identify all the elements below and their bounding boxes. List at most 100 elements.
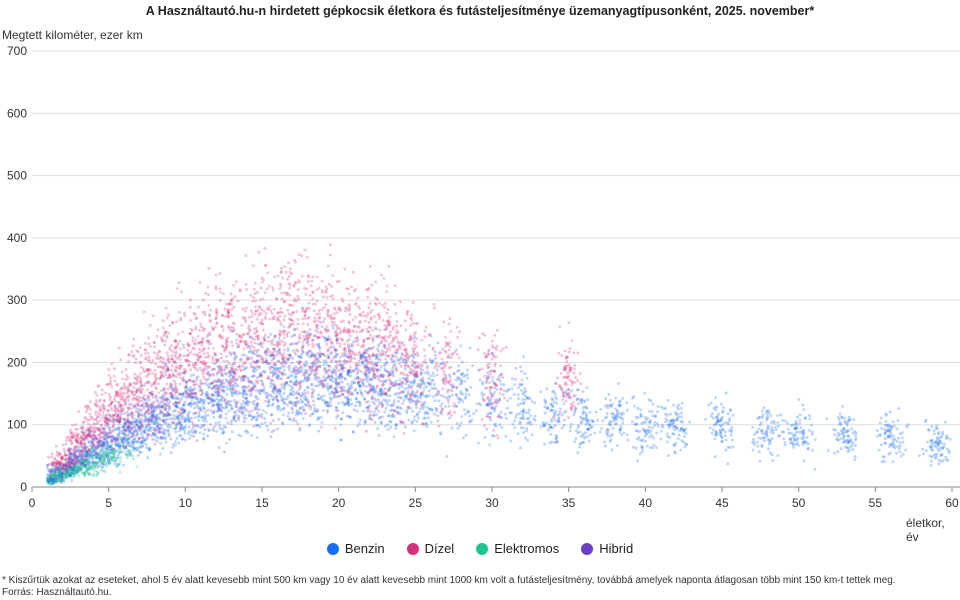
data-point-benzin <box>290 401 294 405</box>
data-point-dízel <box>202 347 206 351</box>
data-point-benzin <box>347 387 351 391</box>
data-point-benzin <box>332 393 336 397</box>
data-point-dízel <box>160 339 164 343</box>
data-point-benzin <box>610 448 614 452</box>
data-point-benzin <box>513 426 517 430</box>
data-point-benzin <box>215 380 219 384</box>
data-point-benzin <box>392 435 396 439</box>
data-point-benzin <box>341 365 345 369</box>
data-point-benzin <box>416 354 420 358</box>
data-point-benzin <box>407 397 411 401</box>
data-point-benzin <box>176 396 180 400</box>
data-point-benzin <box>298 380 302 384</box>
data-point-benzin <box>458 398 462 402</box>
data-point-dízel <box>121 377 125 381</box>
data-point-benzin <box>424 410 428 414</box>
data-point-dízel <box>142 401 146 405</box>
data-point-elektromos <box>131 449 135 453</box>
data-point-dízel <box>175 320 179 324</box>
data-point-benzin <box>288 417 292 421</box>
data-point-benzin <box>91 454 95 458</box>
data-point-benzin <box>192 388 196 392</box>
data-point-hibrid <box>176 397 180 401</box>
data-point-benzin <box>321 383 325 387</box>
data-point-dízel <box>94 399 98 403</box>
data-point-benzin <box>68 468 72 472</box>
data-point-benzin <box>414 394 418 398</box>
data-point-dízel <box>296 288 300 292</box>
data-point-hibrid <box>285 403 289 407</box>
data-point-benzin <box>400 396 404 400</box>
data-point-dízel <box>147 381 151 385</box>
data-point-benzin <box>643 420 647 424</box>
data-point-dízel <box>226 302 230 306</box>
y-tick-label: 700 <box>7 44 27 58</box>
data-point-benzin <box>89 449 93 453</box>
data-point-benzin <box>707 403 711 407</box>
data-point-benzin <box>69 462 73 466</box>
data-point-benzin <box>316 343 320 347</box>
data-point-benzin <box>156 424 160 428</box>
data-point-hibrid <box>350 382 354 386</box>
data-point-benzin <box>304 371 308 375</box>
data-point-benzin <box>659 437 663 441</box>
data-point-benzin <box>508 411 512 415</box>
data-point-dízel <box>288 286 292 290</box>
data-point-benzin <box>259 388 263 392</box>
data-point-benzin <box>232 415 236 419</box>
data-point-benzin <box>168 416 172 420</box>
data-point-benzin <box>762 406 766 410</box>
data-point-dízel <box>88 400 92 404</box>
data-point-benzin <box>95 455 99 459</box>
data-point-benzin <box>576 402 580 406</box>
data-point-dízel <box>179 367 183 371</box>
data-point-dízel <box>196 334 200 338</box>
data-point-benzin <box>897 407 901 411</box>
data-point-hibrid <box>299 394 303 398</box>
data-point-benzin <box>210 393 214 397</box>
data-point-benzin <box>135 446 139 450</box>
data-point-benzin <box>205 383 209 387</box>
data-point-benzin <box>205 392 209 396</box>
data-point-dízel <box>108 432 112 436</box>
x-tick-label: 15 <box>255 496 269 510</box>
data-point-dízel <box>177 281 181 285</box>
data-point-benzin <box>679 448 683 452</box>
data-point-benzin <box>851 448 855 452</box>
data-point-dízel <box>61 456 65 460</box>
data-point-benzin <box>233 373 237 377</box>
data-point-benzin <box>225 405 229 409</box>
data-point-benzin <box>297 392 301 396</box>
data-point-benzin <box>223 399 227 403</box>
data-point-benzin <box>217 403 221 407</box>
data-point-benzin <box>641 438 645 442</box>
data-point-benzin <box>85 467 89 471</box>
data-point-dízel <box>50 455 54 459</box>
data-point-benzin <box>55 465 59 469</box>
data-point-benzin <box>154 433 158 437</box>
data-point-benzin <box>390 373 394 377</box>
data-point-dízel <box>165 351 169 355</box>
data-point-benzin <box>245 396 249 400</box>
data-point-benzin <box>138 445 142 449</box>
data-point-benzin <box>235 378 239 382</box>
data-point-benzin <box>237 415 241 419</box>
data-point-benzin <box>518 422 522 426</box>
data-point-benzin <box>680 439 684 443</box>
data-point-dízel <box>71 423 75 427</box>
data-point-benzin <box>338 373 342 377</box>
data-point-hibrid <box>271 379 275 383</box>
data-point-benzin <box>329 398 333 402</box>
data-point-dízel <box>196 368 200 372</box>
data-point-hibrid <box>224 378 228 382</box>
data-point-benzin <box>302 379 306 383</box>
data-point-benzin <box>539 425 543 429</box>
data-point-dízel <box>279 282 283 286</box>
data-point-benzin <box>349 398 353 402</box>
data-point-dízel <box>272 356 276 360</box>
data-point-hibrid <box>288 368 292 372</box>
data-point-benzin <box>350 385 354 389</box>
data-point-benzin <box>229 387 233 391</box>
data-point-benzin <box>221 427 225 431</box>
data-point-benzin <box>120 439 124 443</box>
